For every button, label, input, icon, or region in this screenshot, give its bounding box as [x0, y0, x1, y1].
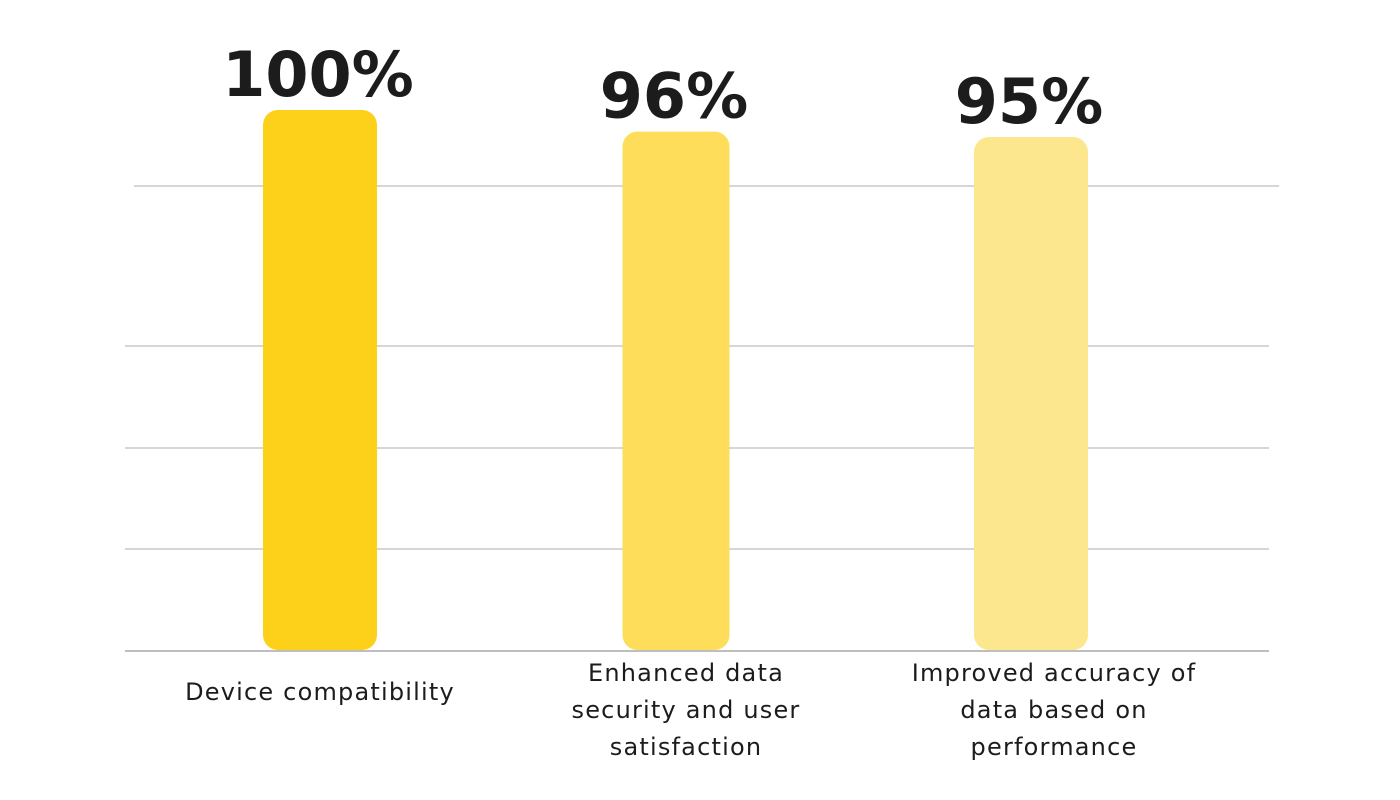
category-label: Enhanced data — [588, 659, 784, 687]
bars — [263, 110, 1088, 651]
category-label: Device compatibility — [185, 678, 455, 706]
category-labels: Device compatibility Enhanced data securit… — [185, 659, 1197, 761]
value-labels: 100% 96% 95% — [222, 38, 1103, 138]
category-label: security and user — [572, 696, 801, 724]
category-label: satisfaction — [610, 733, 763, 761]
category-label: performance — [971, 733, 1138, 761]
bar — [974, 137, 1088, 650]
bar-value-label: 96% — [600, 60, 748, 133]
category-label: Improved accuracy of — [912, 659, 1197, 687]
category-label: data based on — [960, 696, 1147, 724]
bar-value-label: 100% — [222, 38, 414, 111]
bar — [622, 131, 730, 651]
bar — [263, 110, 377, 650]
bar-value-label: 95% — [955, 65, 1103, 138]
